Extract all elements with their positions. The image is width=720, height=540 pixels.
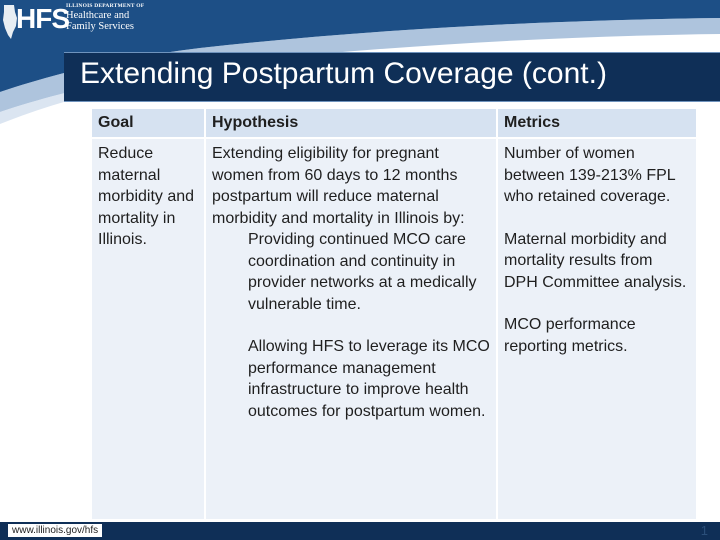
metric-item-3: MCO performance reporting metrics. xyxy=(504,316,636,355)
slide-title: Extending Postpartum Coverage (cont.) xyxy=(80,57,607,90)
spacer xyxy=(504,208,690,229)
metric-item-1: Number of women between 139-213% FPL who… xyxy=(504,145,676,205)
title-bar: Extending Postpartum Coverage (cont.) xyxy=(64,52,720,102)
header-metrics: Metrics xyxy=(498,109,696,137)
hypothesis-point-1: Providing continued MCO care coordinatio… xyxy=(248,231,477,313)
goal-hypothesis-metrics-table: Goal Hypothesis Metrics Reduce maternal … xyxy=(90,107,698,521)
metric-item-2: Maternal morbidity and mortality results… xyxy=(504,230,687,291)
hfs-logo: HFS ILLINOIS DEPARTMENT OF Healthcare an… xyxy=(0,0,160,46)
spacer xyxy=(504,293,690,314)
footer-bar: www.illinois.gov/hfs 1 xyxy=(0,522,720,540)
logo-name-line2: Family Services xyxy=(66,20,134,32)
logo-dept-line: ILLINOIS DEPARTMENT OF xyxy=(66,3,145,9)
header-hypothesis: Hypothesis xyxy=(206,109,496,137)
logo-name-line1: Healthcare and xyxy=(66,9,130,21)
footer-url-link[interactable]: www.illinois.gov/hfs xyxy=(8,524,103,537)
logo-mark: HFS xyxy=(16,3,70,34)
hypothesis-point-2: Allowing HFS to leverage its MCO perform… xyxy=(248,338,490,420)
hypothesis-cell: Extending eligibility for pregnant women… xyxy=(206,139,496,519)
goal-cell: Reduce maternal morbidity and mortality … xyxy=(92,139,204,519)
table-header-row: Goal Hypothesis Metrics xyxy=(92,109,696,137)
hypothesis-intro: Extending eligibility for pregnant women… xyxy=(212,145,465,227)
illinois-state-icon xyxy=(3,5,17,39)
header-goal: Goal xyxy=(92,109,204,137)
metrics-cell: Number of women between 139-213% FPL who… xyxy=(498,139,696,519)
page-number: 1 xyxy=(700,523,708,538)
logo-text: ILLINOIS DEPARTMENT OF Healthcare and Fa… xyxy=(66,3,145,32)
goal-text: Reduce maternal morbidity and mortality … xyxy=(98,145,195,248)
table-row: Reduce maternal morbidity and mortality … xyxy=(92,139,696,519)
spacer xyxy=(212,315,490,336)
